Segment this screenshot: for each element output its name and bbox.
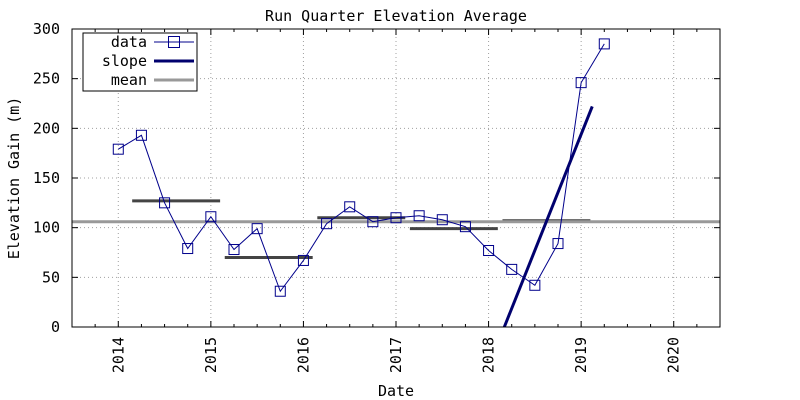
x-tick-label: 2015 [202, 337, 220, 373]
y-tick-label: 50 [42, 268, 60, 286]
data-point [413, 210, 425, 222]
data-point [321, 218, 333, 230]
data-point [552, 238, 564, 250]
data-point [135, 129, 147, 141]
data-point [390, 212, 402, 224]
data-point [344, 201, 356, 213]
data-point [205, 211, 217, 223]
y-tick-label: 250 [33, 70, 60, 88]
legend: data slope mean [82, 32, 198, 92]
y-tick-label: 200 [33, 119, 60, 137]
y-tick-label: 150 [33, 169, 60, 187]
data-point [251, 223, 263, 235]
data-point [459, 221, 471, 233]
data-point [182, 243, 194, 255]
chart-title: Run Quarter Elevation Average [265, 7, 527, 25]
y-tick-label: 0 [51, 318, 60, 336]
data-point [297, 254, 309, 266]
data-point [159, 197, 171, 209]
data-point [575, 77, 587, 89]
x-tick-label: 2019 [572, 337, 590, 373]
x-axis-label: Date [378, 382, 414, 400]
slope-line [502, 105, 594, 328]
x-tick-label: 2018 [480, 337, 498, 373]
legend-label-data: data [111, 33, 147, 51]
legend-marker-data [168, 36, 180, 48]
data-point [529, 279, 541, 291]
data-point [274, 285, 286, 297]
yearly-mean-segments [132, 199, 591, 259]
data-point [228, 244, 240, 256]
data-point [483, 245, 495, 257]
x-tick-label: 2017 [387, 337, 405, 373]
data-point [506, 263, 518, 275]
x-tick-label: 2014 [109, 337, 127, 373]
data-markers [112, 38, 610, 328]
legend-label-mean: mean [111, 71, 147, 89]
legend-label-slope: slope [102, 52, 147, 70]
y-tick-label: 100 [33, 219, 60, 237]
data-point [436, 214, 448, 226]
data-point [367, 216, 379, 228]
data-point [112, 143, 124, 155]
x-tick-label: 2016 [294, 337, 312, 373]
axis-ticks: 0 50 100 150 200 250 300 2014 2015 2016 2017 2018 20… [33, 20, 721, 373]
y-tick-label: 300 [33, 20, 60, 38]
x-tick-label: 2020 [665, 337, 683, 373]
data-point [598, 38, 610, 50]
y-axis-label: Elevation Gain (m) [5, 97, 23, 260]
